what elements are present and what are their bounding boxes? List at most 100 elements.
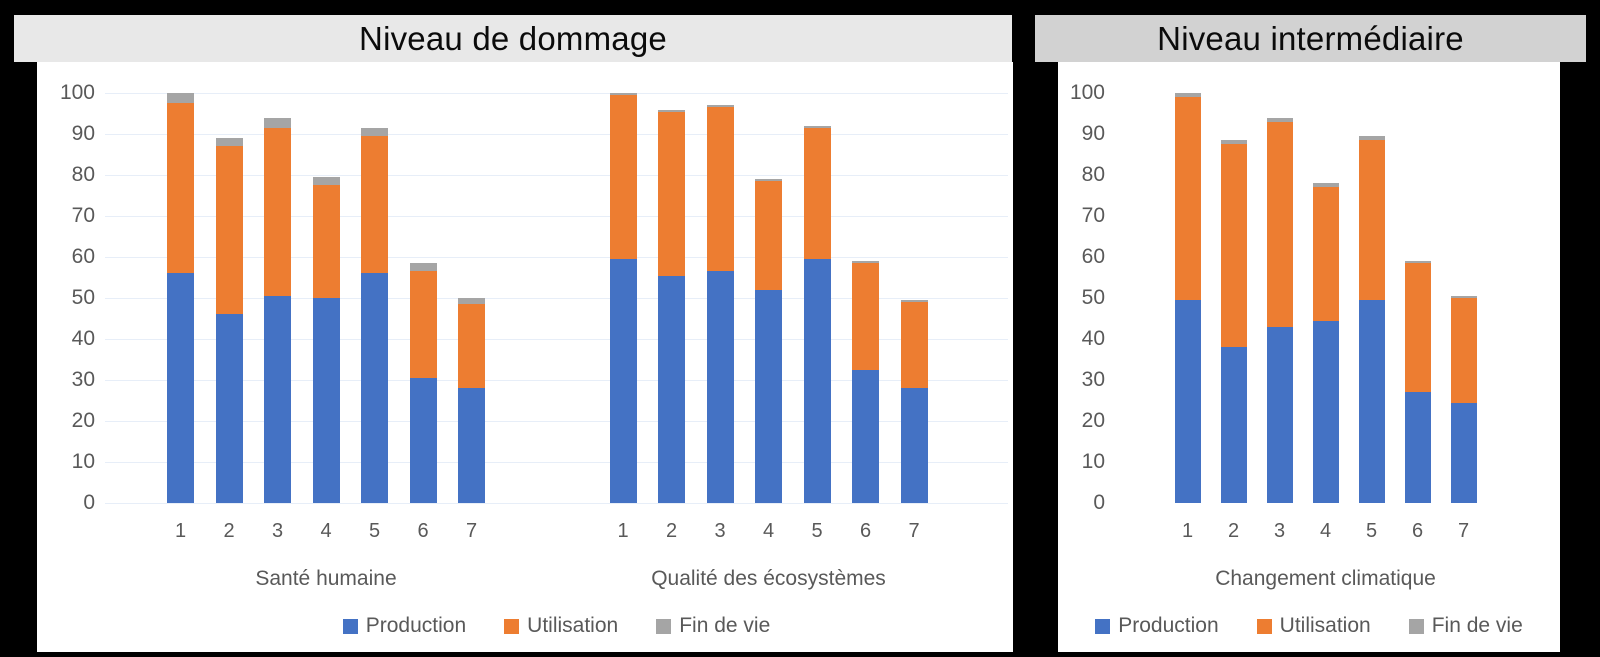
legend-label-utilisation: Utilisation: [527, 614, 619, 637]
legend-swatch-fin-de-vie: [656, 618, 672, 634]
bar-segment-fin-de-vie: [1358, 136, 1385, 141]
legend-label-production: Production: [365, 614, 467, 637]
gridline-y-60: [105, 257, 1008, 258]
bar-segment-utilisation: [706, 107, 734, 272]
legend-item-production: Production: [342, 614, 467, 638]
y-axis-label-70: 70: [1081, 204, 1105, 227]
y-axis-label-10: 10: [71, 450, 95, 473]
stacked-bar-sante-humaine-3: [264, 117, 291, 503]
x-axis-label-2: 2: [665, 520, 678, 542]
y-axis-label-80: 80: [71, 163, 95, 186]
gridline-y-0: [105, 503, 1008, 504]
y-axis-label-0: 0: [83, 491, 95, 514]
stacked-bar-qualite-des-ecosystemes-2: [658, 109, 685, 503]
x-axis-label-3: 3: [1273, 520, 1286, 542]
bar-segment-production: [755, 289, 782, 503]
bar-segment-fin-de-vie: [852, 261, 879, 264]
legend-item-fin-de-vie: Fin de vie: [1408, 614, 1523, 638]
bar-segment-production: [215, 314, 243, 503]
x-axis-label-2: 2: [1227, 520, 1240, 542]
legend-item-production: Production: [1095, 614, 1219, 638]
x-axis-ticks-sante-humaine: 1 2 3 4 5 6 7: [105, 520, 547, 543]
legend: Production Utilisation Fin de vie: [105, 614, 1008, 638]
y-axis-label-0: 0: [1093, 491, 1105, 514]
bar-segment-fin-de-vie: [361, 127, 388, 137]
bar-segment-production: [312, 298, 340, 503]
bar-segment-fin-de-vie: [1174, 93, 1201, 98]
bar-segment-production: [1174, 300, 1201, 503]
bar-group-qualite-des-ecosystemes: [547, 93, 990, 503]
legend-swatch-utilisation: [1256, 618, 1272, 634]
bar-segment-fin-de-vie: [755, 179, 782, 182]
bar-segment-utilisation: [1312, 187, 1339, 321]
bar-segment-fin-de-vie: [167, 93, 194, 104]
intermediate-chart-title-bar: Niveau intermédiaire: [1035, 15, 1586, 62]
bar-segment-utilisation: [264, 127, 291, 296]
bar-segment-fin-de-vie: [658, 109, 685, 112]
bar-segment-fin-de-vie: [1404, 261, 1431, 264]
bar-segment-production: [1358, 300, 1385, 503]
x-axis-label-6: 6: [417, 520, 429, 542]
gridline-y-10: [105, 462, 1008, 463]
stacked-bar-sante-humaine-1: [167, 93, 194, 503]
gridline-y-20: [105, 421, 1008, 422]
bar-segment-production: [409, 378, 437, 503]
bar-segment-utilisation: [215, 146, 243, 315]
stacked-bar-qualite-des-ecosystemes-5: [803, 125, 831, 503]
bar-segment-utilisation: [1220, 144, 1247, 348]
y-axis-label-20: 20: [71, 409, 95, 432]
bar-segment-fin-de-vie: [1450, 296, 1477, 299]
bar-segment-production: [609, 259, 637, 503]
y-axis-label-30: 30: [71, 368, 95, 391]
bar-segment-utilisation: [852, 263, 879, 370]
stacked-bar-sante-humaine-5: [361, 127, 388, 503]
bar-group-sante-humaine: [105, 93, 547, 503]
bar-segment-fin-de-vie: [458, 298, 485, 305]
group-label-changement-climatique: Changement climatique: [1215, 567, 1436, 590]
legend: Production Utilisation Fin de vie: [1058, 614, 1560, 638]
x-axis-label-6: 6: [859, 520, 872, 542]
y-axis-label-70: 70: [71, 204, 95, 227]
bar-segment-fin-de-vie: [706, 105, 734, 108]
damage-chart-title: Niveau de dommage: [359, 19, 667, 57]
x-axis-ticks-changement-climatique: 1 2 3 4 5 6 7: [1113, 520, 1538, 543]
stacked-bar-sante-humaine-6: [409, 263, 437, 503]
legend-label-production: Production: [1118, 614, 1219, 637]
bar-segment-utilisation: [609, 95, 637, 260]
bar-segment-utilisation: [900, 302, 928, 389]
stacked-bar-changement-climatique-1: [1174, 93, 1201, 503]
gridline-y-70: [105, 216, 1008, 217]
bar-segment-fin-de-vie: [803, 125, 831, 128]
x-axis-label-5: 5: [368, 520, 381, 542]
x-axis-label-5: 5: [1365, 520, 1378, 542]
gridline-y-80: [105, 175, 1008, 176]
bar-segment-fin-de-vie: [1266, 117, 1293, 122]
x-axis-label-4: 4: [1319, 520, 1332, 542]
stacked-bar-qualite-des-ecosystemes-1: [609, 93, 637, 503]
y-axis-label-10: 10: [1081, 450, 1105, 473]
stacked-bar-sante-humaine-7: [458, 298, 485, 503]
y-axis-label-30: 30: [1081, 368, 1105, 391]
bar-segment-fin-de-vie: [1312, 183, 1339, 188]
bar-segment-utilisation: [755, 181, 782, 290]
x-axis-label-1: 1: [174, 520, 187, 542]
x-axis-label-7: 7: [465, 520, 478, 542]
x-axis-label-3: 3: [271, 520, 284, 542]
x-axis-label-4: 4: [762, 520, 775, 542]
bar-segment-production: [1404, 392, 1431, 503]
bar-segment-utilisation: [1450, 298, 1477, 403]
x-axis-label-3: 3: [714, 520, 726, 542]
bar-segment-utilisation: [1266, 121, 1293, 327]
x-axis-label-5: 5: [811, 520, 823, 542]
bar-segment-production: [1450, 402, 1477, 503]
bar-segment-production: [658, 275, 685, 503]
y-axis-label-40: 40: [71, 327, 95, 350]
x-axis-label-1: 1: [617, 520, 629, 542]
stacked-bar-qualite-des-ecosystemes-7: [900, 300, 928, 503]
bar-segment-fin-de-vie: [1220, 140, 1247, 145]
bar-segment-production: [264, 296, 291, 503]
stacked-bar-changement-climatique-5: [1358, 136, 1385, 503]
bar-segment-fin-de-vie: [264, 117, 291, 128]
bar-segment-utilisation: [1174, 97, 1201, 301]
